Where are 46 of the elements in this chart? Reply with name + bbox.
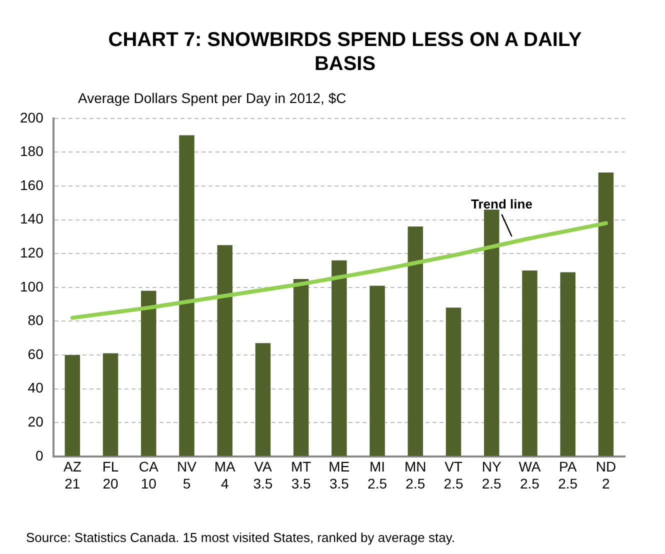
bar: [370, 286, 385, 456]
bar: [141, 290, 156, 456]
bar: [446, 308, 462, 456]
y-tick-label: 40: [28, 380, 44, 396]
bar: [332, 260, 347, 456]
x-tick-label: VT 2.5: [444, 458, 464, 492]
x-tick-label: ME 3.5: [328, 458, 350, 492]
y-tick-label: 140: [20, 210, 44, 227]
bar: [522, 270, 538, 456]
x-tick-label: WA 2.5: [518, 458, 542, 492]
y-tick-label: 60: [28, 346, 44, 362]
bar: [102, 353, 118, 456]
bar: [217, 245, 232, 456]
bar: [560, 272, 576, 456]
x-tick-label: NV 5: [177, 458, 198, 492]
x-tick-label: MI 2.5: [368, 458, 388, 492]
source-note: Source: Statistics Canada. 15 most visited States, ranked by average stay.: [26, 530, 455, 545]
bar: [64, 355, 80, 456]
bar: [598, 172, 614, 456]
x-tick-label: NY 2.5: [482, 458, 502, 492]
x-tick-label: VA 3.5: [253, 458, 273, 492]
y-tick-label: 120: [20, 244, 44, 260]
x-tick-label: CA 10: [138, 458, 160, 492]
y-tick-label: 0: [36, 447, 44, 464]
bar: [255, 343, 271, 456]
bar: [293, 278, 309, 456]
x-tick-label: MT 3.5: [290, 458, 312, 492]
bar: [179, 135, 194, 456]
x-tick-label: ND 2: [596, 458, 616, 492]
line-series: [70, 221, 608, 320]
x-tick-label: FL 20: [102, 458, 119, 492]
x-tick-label: AZ 21: [63, 458, 82, 492]
bar: [484, 210, 500, 456]
y-tick-label: 80: [28, 312, 44, 328]
y-tick-label: 100: [20, 278, 44, 294]
y-tick-label: 20: [28, 413, 44, 430]
bar: [408, 226, 424, 456]
y-tick-label: 160: [20, 176, 44, 193]
y-tick-label: 200: [20, 109, 44, 126]
annotation: Trend line: [471, 196, 532, 212]
y-axis-title: Average Dollars Spent per Day in 2012, $C: [78, 90, 346, 106]
x-tick-label: MA 4: [214, 458, 236, 492]
chart-title: CHART 7: SNOWBIRDS SPEND LESS ON A DAILY BASIS: [107, 28, 583, 76]
y-tick-label: 180: [20, 143, 44, 160]
x-tick-label: PA 2.5: [558, 458, 578, 492]
x-tick-label: MN 2.5: [404, 458, 426, 492]
